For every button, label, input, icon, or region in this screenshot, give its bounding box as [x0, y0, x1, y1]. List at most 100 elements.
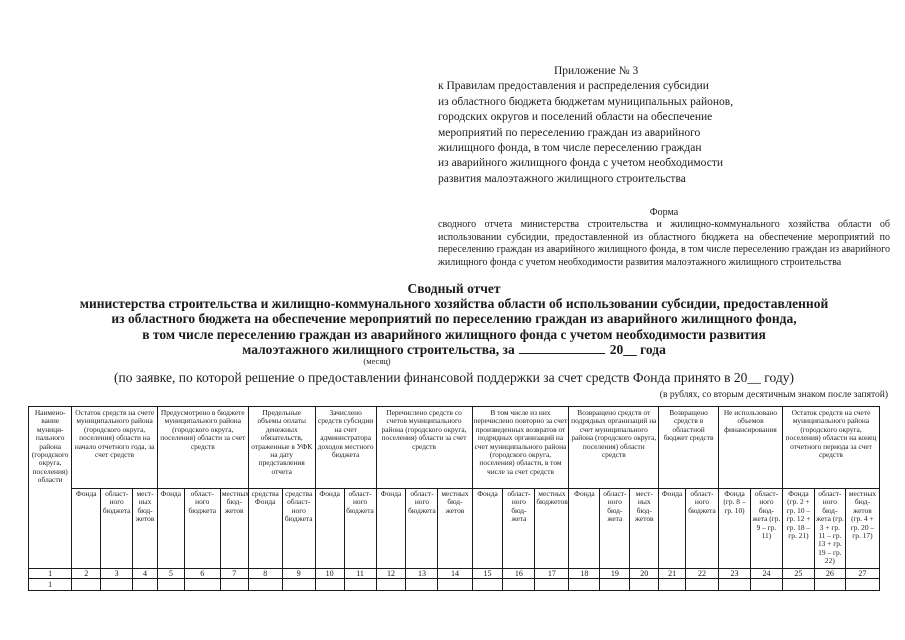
- column-number: 27: [844, 568, 881, 579]
- column-number: 26: [813, 568, 846, 579]
- col-header-municipality: Наимено-вание муници-пального района (го…: [27, 406, 73, 569]
- data-cell: [813, 578, 846, 591]
- column-number: 24: [749, 568, 783, 579]
- report-title-block: Сводный отчет министерства строительства…: [26, 281, 882, 385]
- report-title: Сводный отчет: [407, 281, 501, 296]
- data-cell: [156, 578, 185, 591]
- data-cell: [684, 578, 719, 591]
- month-blank-field: [518, 343, 605, 354]
- column-number-row: 1 2 3 4 5 6 7 8 9 10 11 12 13 14 15 16 1…: [27, 568, 881, 579]
- data-cell: [247, 578, 283, 591]
- report-title-line: из областного бюджета на обеспечение мер…: [111, 311, 797, 327]
- data-cell: [314, 578, 345, 591]
- subcol-header: Фонда: [71, 488, 102, 569]
- column-number: 4: [132, 568, 158, 579]
- subcol-header: област-ного бюджета: [343, 488, 377, 569]
- data-cell: [502, 578, 536, 591]
- column-number: 13: [405, 568, 439, 579]
- group-header-closing-balance: Остаток средств на счете муниципального …: [781, 406, 881, 489]
- report-title-line: в том числе переселению граждан из авари…: [142, 326, 766, 342]
- data-cell: [437, 578, 473, 591]
- subcol-header: Фонда: [658, 488, 686, 569]
- appendix-block: Приложение № 3 к Правилам предоставления…: [438, 64, 840, 187]
- column-number: 16: [502, 568, 536, 579]
- appendix-line: жилищного фонда, в том числе переселению…: [438, 142, 702, 155]
- subcol-header: мест-ных бюд-жетов: [132, 488, 158, 569]
- month-note: (месяц): [363, 356, 391, 367]
- appendix-line: из областного бюджета бюджетам муниципал…: [438, 95, 734, 108]
- form-description: сводного отчета министерства строительст…: [438, 219, 890, 268]
- data-cell: [405, 578, 439, 591]
- subcol-header: област-ного бюд-жета: [502, 488, 536, 569]
- column-number: 7: [219, 568, 249, 579]
- column-number: 25: [781, 568, 815, 579]
- report-table: Наимено-вание муници-пального района (го…: [27, 406, 881, 591]
- group-header-row: Наимено-вание муници-пального района (го…: [27, 406, 881, 569]
- group-header-transferred: Перечислено средств со счетов муниципаль…: [375, 406, 473, 489]
- column-number: 17: [534, 568, 570, 579]
- table-row: 1: [27, 578, 881, 591]
- group-header-credited: Зачислено средств субсидии на счет админ…: [314, 406, 377, 489]
- data-cell: [100, 578, 134, 591]
- group-header-unused: Не использовано объемов финансирования: [717, 406, 783, 489]
- data-cell: [471, 578, 504, 591]
- group-header-returned-from-contractors: Возвращено средств от подрядных организа…: [568, 406, 660, 489]
- data-cell: [534, 578, 570, 591]
- column-number: 1: [27, 568, 73, 579]
- data-cell: [717, 578, 751, 591]
- data-cell: 1: [27, 578, 73, 591]
- data-cell: [629, 578, 660, 591]
- subcol-header: област-ного бюд-жета (гр. 9 – гр. 11): [749, 488, 783, 569]
- subcol-header: област-ного бюджета: [405, 488, 439, 569]
- subcol-header: област-ного бюджета: [100, 488, 134, 569]
- column-number: 6: [183, 568, 221, 579]
- data-cell: [844, 578, 881, 591]
- group-header-budgeted: Предусмотрено в бюджете муниципального р…: [156, 406, 249, 489]
- column-number: 5: [156, 568, 185, 579]
- form-heading: Форма: [649, 207, 679, 218]
- appendix-line: городских округов и поселений области на…: [438, 111, 713, 124]
- column-number: 18: [568, 568, 601, 579]
- group-header-returned-to-region: Возвращено средств в областной бюджет ср…: [658, 406, 719, 489]
- report-title-line: министерства строительства и жилищно-ком…: [79, 296, 829, 312]
- appendix-line: к Правилам предоставления и распределени…: [438, 80, 709, 93]
- appendix-line: из аварийного жилищного фонда с учетом н…: [438, 157, 724, 170]
- group-header-opening-balance: Остаток средств на счете муниципального …: [71, 406, 158, 489]
- report-title-line-period: малоэтажного жилищного строительства, за…: [26, 342, 882, 357]
- data-cell: [281, 578, 316, 591]
- subcol-header: Фонда (гр. 8 – гр. 10): [717, 488, 751, 569]
- data-cell: [219, 578, 249, 591]
- appendix-title: Приложение № 3: [554, 65, 639, 77]
- subcol-header: мест-ных бюд-жетов: [629, 488, 660, 569]
- column-number: 3: [100, 568, 134, 579]
- column-number: 15: [471, 568, 504, 579]
- subcol-header: Фонда: [156, 488, 185, 569]
- subcol-header: Фонда: [314, 488, 345, 569]
- data-cell: [132, 578, 158, 591]
- column-number: 10: [314, 568, 345, 579]
- data-cell: [183, 578, 221, 591]
- subheader-row: Фонда област-ного бюджета мест-ных бюд-ж…: [29, 488, 881, 569]
- request-line: (по заявке, по которой решение о предост…: [114, 370, 794, 386]
- appendix-line: мероприятий по переселению граждан из ав…: [438, 126, 701, 139]
- subcol-header: област-ного бюджета: [183, 488, 221, 569]
- form-block: Форма сводного отчета министерства строи…: [438, 207, 890, 269]
- data-cell: [658, 578, 686, 591]
- data-cell: [568, 578, 601, 591]
- column-number: 2: [71, 568, 102, 579]
- column-number: 19: [599, 568, 631, 579]
- column-number: 8: [247, 568, 283, 579]
- period-prefix: малоэтажного жилищного строительства, за: [242, 341, 515, 357]
- column-number: 11: [343, 568, 377, 579]
- data-cell: [781, 578, 815, 591]
- data-cell: [71, 578, 102, 591]
- data-cell: [599, 578, 631, 591]
- units-note: (в рублях, со вторым десятичным знаком п…: [659, 390, 888, 400]
- group-header-re-transferred: В том числе из них перечислено повторно …: [471, 406, 570, 489]
- column-number: 20: [629, 568, 660, 579]
- subcol-header: местных бюд-жетов (гр. 4 + гр. 20 – гр. …: [844, 488, 881, 569]
- group-header-payment-limits: Предельные объемы оплаты денежных обязат…: [247, 406, 316, 489]
- subcol-header: Фонда: [375, 488, 407, 569]
- subcol-header: Фонда (гр. 2 + гр. 10 – гр. 12 + гр. 18 …: [781, 488, 815, 569]
- column-number: 12: [375, 568, 407, 579]
